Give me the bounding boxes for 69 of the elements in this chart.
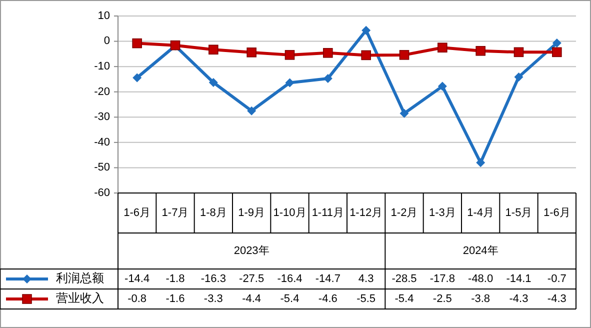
point	[552, 47, 562, 58]
data-label: -0.8	[128, 292, 147, 305]
point	[552, 38, 562, 48]
data-label: -14.7	[315, 272, 340, 285]
point	[285, 78, 294, 88]
data-label: -5.4	[394, 292, 414, 305]
data-label: -3.3	[204, 292, 223, 305]
point	[208, 44, 218, 55]
point	[132, 73, 142, 82]
legend-label: 利润总额	[56, 271, 104, 286]
y-tick-label: 0	[104, 35, 110, 48]
y-tick-label: -50	[94, 162, 110, 174]
data-label: -4.6	[318, 292, 338, 305]
point	[476, 46, 486, 56]
point	[246, 48, 256, 58]
x-tick-label: 1-4月	[467, 206, 494, 219]
data-label: -48.0	[468, 272, 494, 285]
data-label: -16.4	[277, 272, 302, 285]
data-label: -4.4	[242, 292, 262, 305]
data-label: -4.3	[509, 292, 528, 305]
x-tick-label: 1-8月	[200, 206, 227, 219]
y-tick-label: -60	[94, 186, 110, 199]
x-tick-label: 1-3月	[428, 206, 456, 219]
x-tick-label: 1-7月	[162, 206, 189, 219]
point	[438, 42, 448, 53]
data-label: -0.7	[547, 272, 566, 285]
point	[400, 108, 409, 118]
data-label: -1.8	[166, 272, 185, 285]
point	[208, 78, 218, 87]
x-tick-label: 1-6月	[543, 206, 570, 219]
y-tick-label: -30	[94, 111, 110, 124]
point	[362, 26, 371, 35]
legend-label: 营业收入	[56, 291, 104, 306]
point	[399, 50, 410, 60]
data-label: -1.6	[166, 292, 185, 305]
data-label: -2.5	[432, 292, 452, 305]
data-label: -14.1	[506, 272, 532, 285]
y-tick-label: -10	[94, 60, 110, 72]
point	[514, 72, 524, 82]
y-tick-label: -40	[94, 136, 110, 148]
x-tick-label: 1-5月	[505, 206, 532, 219]
data-label: -27.5	[239, 272, 264, 285]
data-label: -4.3	[547, 292, 566, 305]
data-label: -5.4	[280, 292, 300, 305]
data-label: -17.8	[430, 272, 455, 285]
point	[476, 158, 486, 168]
x-tick-label: 1-10月	[273, 206, 306, 219]
text: 2023年	[234, 244, 270, 257]
data-label: -16.3	[200, 272, 226, 285]
point	[323, 48, 333, 58]
x-tick-label: 1-2月	[390, 206, 418, 219]
point	[132, 38, 142, 48]
data-label: -3.8	[471, 292, 490, 305]
x-tick-label: 1-9月	[238, 206, 266, 219]
point	[247, 106, 256, 116]
point	[438, 82, 447, 91]
data-label: -5.5	[356, 292, 376, 305]
x-tick-label: 1-11月	[312, 206, 344, 219]
y-tick-label: -20	[94, 86, 110, 98]
x-tick-label: 1-6月	[124, 206, 151, 219]
x-tick-label: 1-12月	[350, 206, 383, 219]
text: 2024年	[462, 244, 498, 257]
point	[284, 50, 295, 60]
data-label: 4.3	[358, 272, 374, 285]
data-label: -14.4	[124, 272, 150, 285]
point	[514, 47, 524, 58]
y-tick-label: 10	[98, 10, 110, 22]
point	[361, 50, 371, 60]
data-label: -28.5	[392, 272, 417, 285]
